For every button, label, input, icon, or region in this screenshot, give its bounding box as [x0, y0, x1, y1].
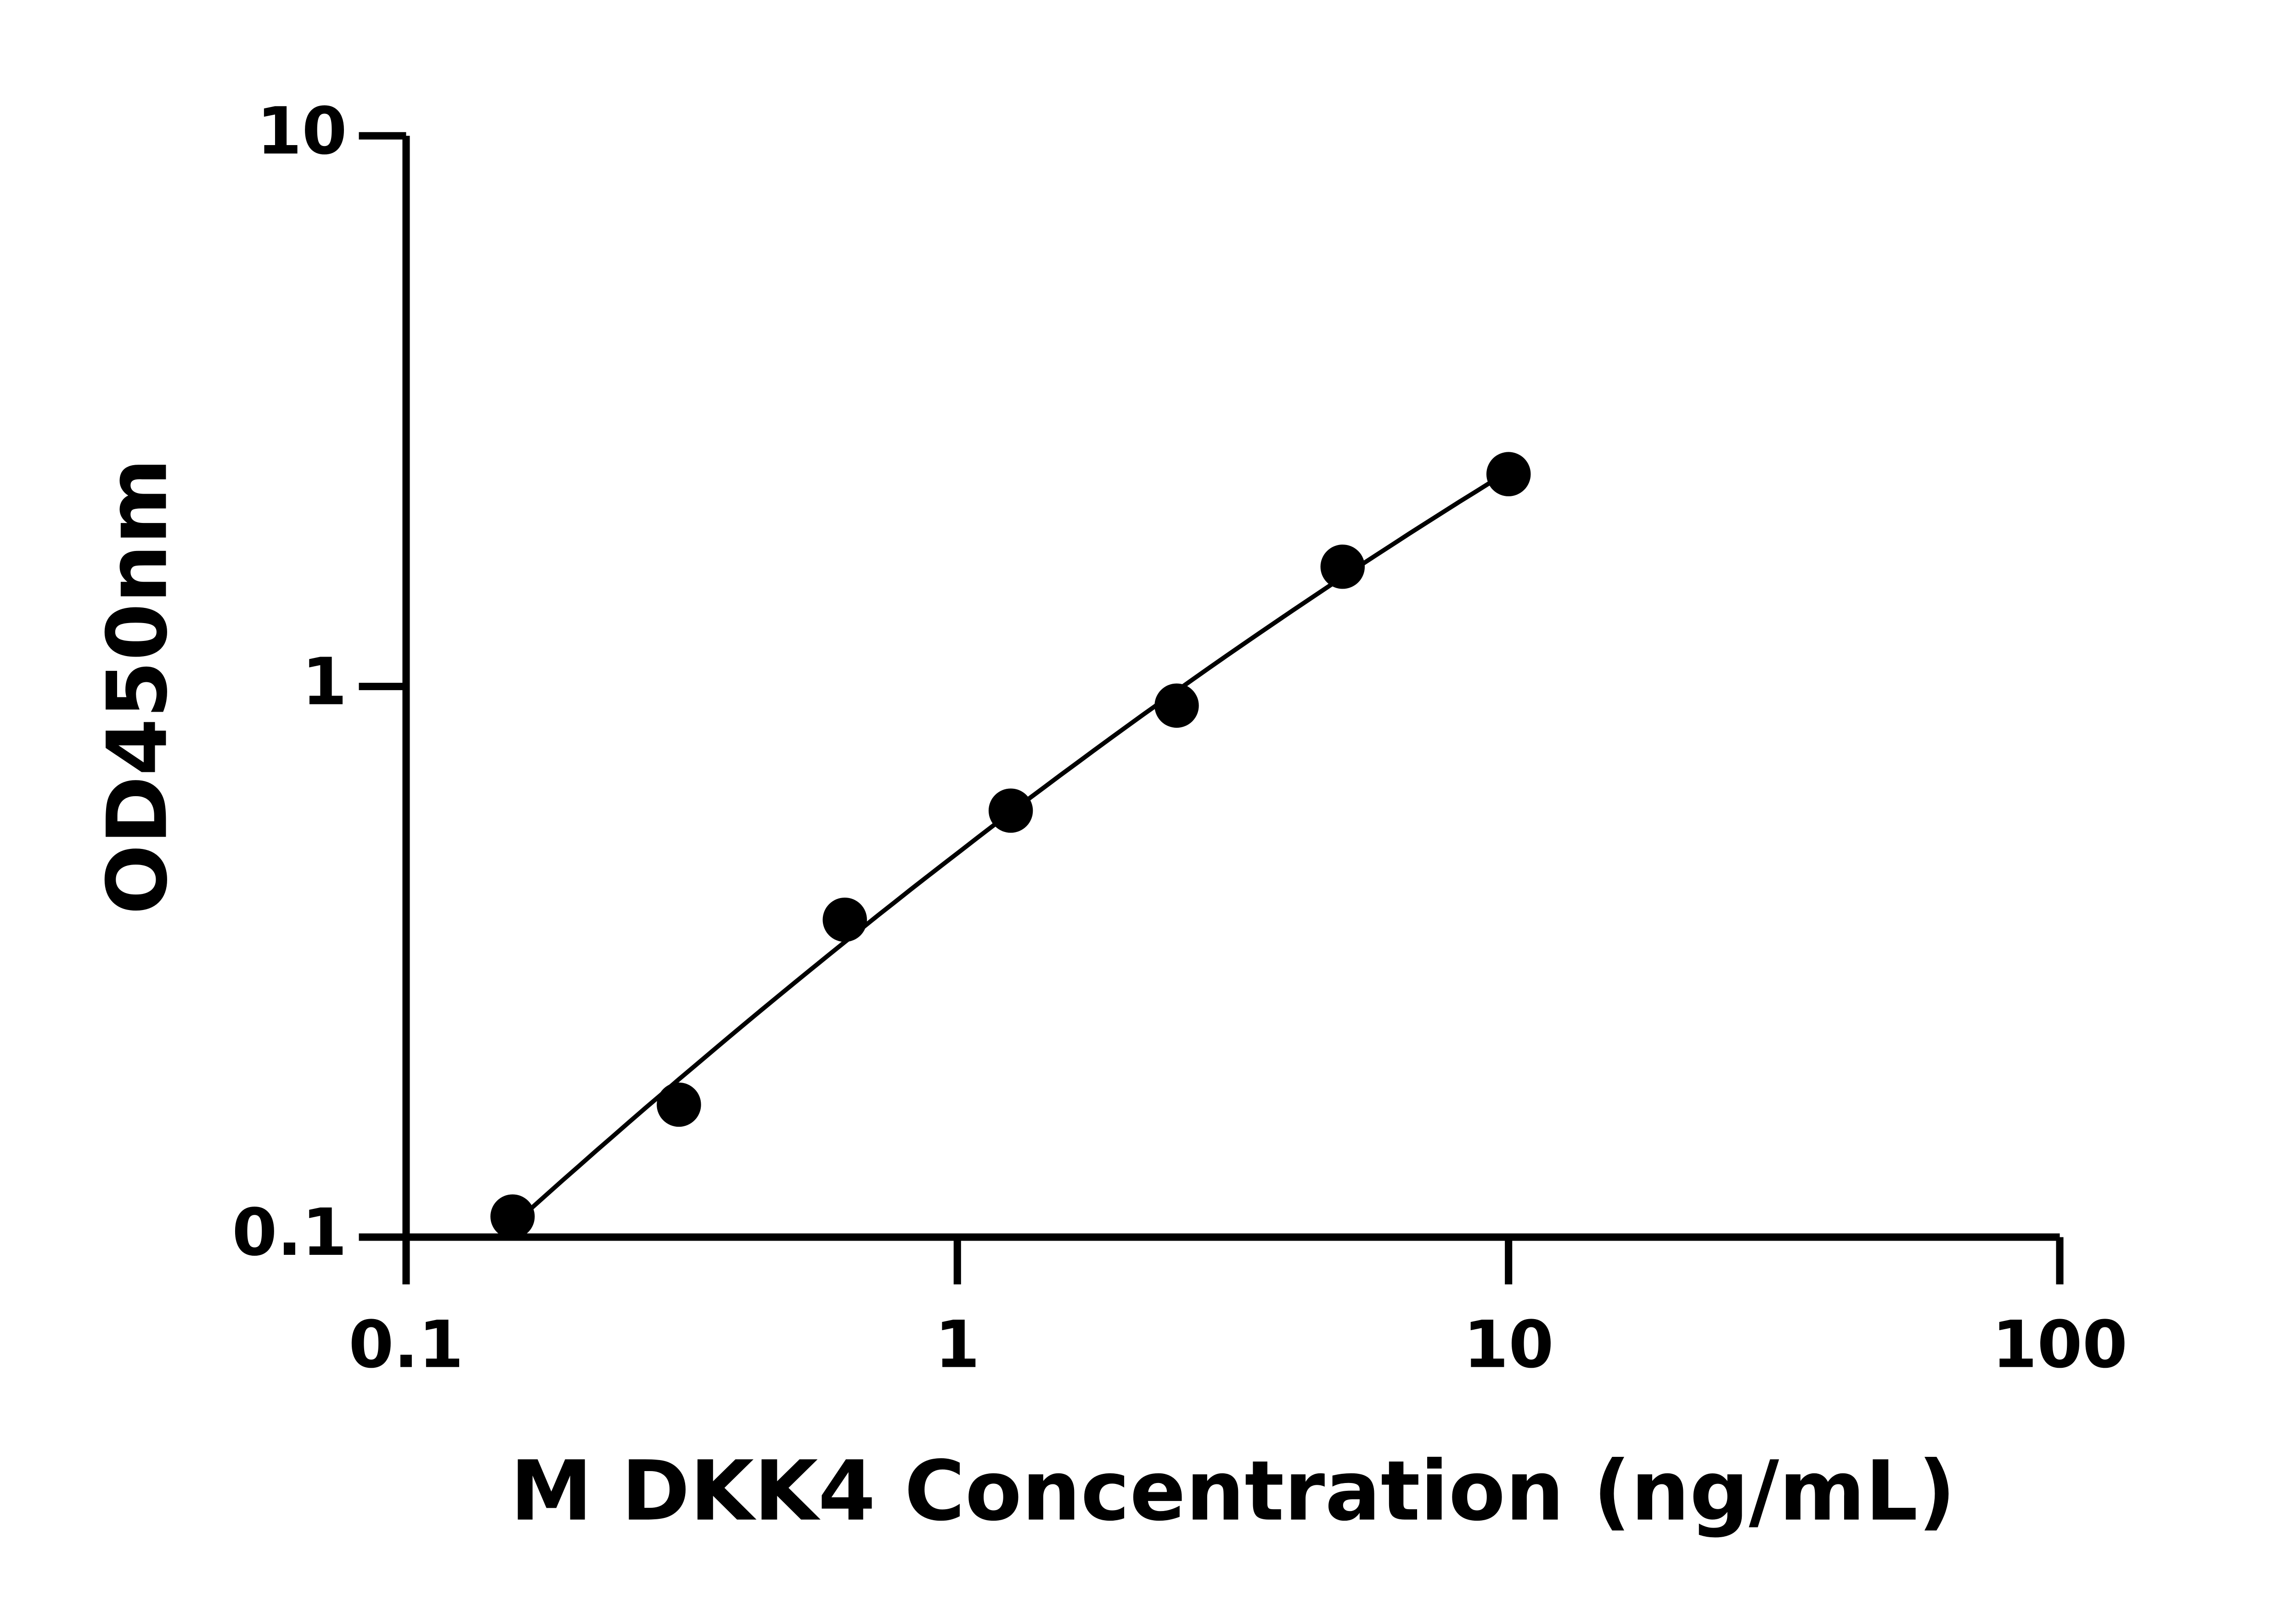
data-point [1154, 683, 1199, 728]
x-tick-label: 1 [935, 1307, 980, 1382]
data-point [1320, 545, 1365, 589]
data-point [657, 1082, 701, 1127]
y-tick-label: 10 [257, 94, 347, 169]
y-tick-label: 0.1 [232, 1195, 347, 1270]
x-tick-label: 10 [1463, 1307, 1554, 1382]
data-point [1486, 452, 1531, 496]
data-point [490, 1194, 535, 1239]
y-tick-label: 1 [302, 645, 347, 720]
x-tick-label: 0.1 [349, 1307, 464, 1382]
x-axis-label: M DKK4 Concentration (ng/mL) [510, 1444, 1956, 1539]
data-point [822, 897, 867, 942]
y-axis-label: OD450nm [90, 458, 186, 915]
data-point [988, 788, 1033, 833]
x-tick-label: 100 [1992, 1307, 2127, 1382]
